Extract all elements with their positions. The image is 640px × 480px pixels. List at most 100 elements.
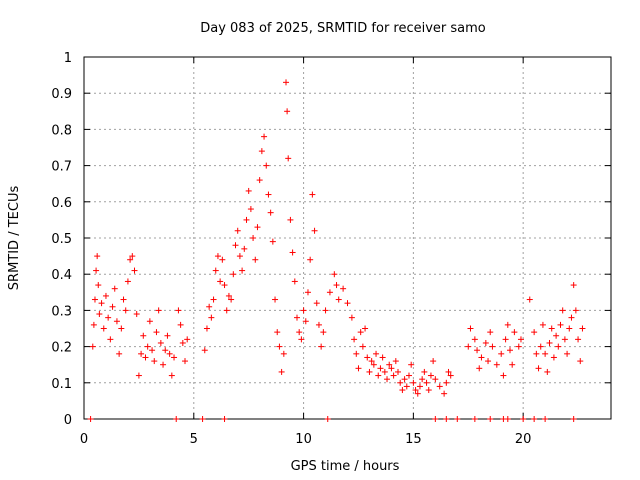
data-point bbox=[162, 347, 169, 354]
data-point bbox=[531, 329, 538, 336]
data-point bbox=[214, 253, 221, 260]
grid-lines bbox=[84, 57, 611, 419]
y-tick-label: 0.9 bbox=[51, 87, 72, 102]
data-point bbox=[517, 336, 524, 343]
data-point bbox=[546, 339, 553, 346]
data-point bbox=[107, 336, 114, 343]
data-point bbox=[487, 329, 494, 336]
y-tick-label: 0.8 bbox=[51, 123, 72, 138]
zero-data-point bbox=[471, 416, 478, 422]
data-point bbox=[509, 361, 516, 368]
data-point bbox=[548, 325, 555, 332]
data-point bbox=[232, 242, 239, 249]
zero-data-point bbox=[173, 416, 180, 422]
data-point bbox=[254, 224, 261, 231]
zero-data-point bbox=[542, 416, 549, 422]
data-point bbox=[515, 343, 522, 350]
y-tick-label: 0.1 bbox=[51, 377, 72, 392]
data-point bbox=[577, 358, 584, 365]
data-point bbox=[111, 285, 118, 292]
data-point bbox=[243, 216, 250, 223]
data-point bbox=[331, 271, 338, 278]
data-point bbox=[302, 318, 309, 325]
data-point bbox=[175, 307, 182, 314]
data-point bbox=[436, 383, 443, 390]
data-point bbox=[102, 292, 109, 299]
data-point bbox=[511, 329, 518, 336]
data-point bbox=[370, 361, 377, 368]
data-point bbox=[408, 361, 415, 368]
data-point bbox=[91, 296, 98, 303]
data-point bbox=[425, 387, 432, 394]
data-point bbox=[300, 307, 307, 314]
data-point bbox=[228, 296, 235, 303]
data-point bbox=[485, 358, 492, 365]
data-point bbox=[149, 347, 156, 354]
data-point bbox=[272, 296, 279, 303]
y-tick-label: 0.7 bbox=[51, 160, 72, 175]
data-point bbox=[208, 314, 215, 321]
data-point bbox=[447, 372, 454, 379]
data-point bbox=[221, 282, 228, 289]
x-axis-label: GPS time / hours bbox=[291, 459, 400, 474]
data-point bbox=[171, 354, 178, 361]
y-tick-label: 0 bbox=[64, 413, 72, 428]
data-point bbox=[230, 271, 237, 278]
x-tick-label: 10 bbox=[295, 432, 312, 447]
data-point bbox=[557, 321, 564, 328]
data-point bbox=[430, 358, 437, 365]
data-point bbox=[539, 321, 546, 328]
data-point bbox=[320, 329, 327, 336]
data-point bbox=[570, 282, 577, 289]
data-point bbox=[124, 278, 131, 285]
y-tick-label: 0.3 bbox=[51, 304, 72, 319]
data-point bbox=[138, 350, 145, 357]
data-point bbox=[504, 321, 511, 328]
data-point bbox=[269, 238, 276, 245]
data-point bbox=[498, 350, 505, 357]
data-point bbox=[98, 300, 105, 307]
data-point bbox=[493, 361, 500, 368]
data-point bbox=[333, 282, 340, 289]
data-point bbox=[395, 368, 402, 375]
data-point bbox=[335, 296, 342, 303]
data-point bbox=[355, 365, 362, 372]
data-point bbox=[166, 350, 173, 357]
data-point bbox=[579, 325, 586, 332]
zero-data-point bbox=[487, 416, 494, 422]
data-point bbox=[225, 292, 232, 299]
data-point bbox=[537, 343, 544, 350]
zero-data-point bbox=[531, 416, 538, 422]
data-point bbox=[283, 79, 290, 86]
data-point bbox=[210, 296, 217, 303]
data-point bbox=[250, 235, 257, 241]
data-point bbox=[416, 383, 423, 390]
data-point bbox=[182, 358, 189, 365]
data-point bbox=[201, 347, 208, 354]
data-point bbox=[151, 358, 158, 365]
data-point bbox=[122, 307, 129, 314]
data-point bbox=[471, 336, 478, 343]
data-point bbox=[478, 354, 485, 361]
data-point bbox=[502, 336, 509, 343]
data-point bbox=[118, 325, 125, 332]
data-point bbox=[366, 368, 373, 375]
data-point bbox=[109, 303, 116, 310]
data-point bbox=[403, 383, 410, 390]
data-point bbox=[113, 318, 120, 325]
data-point bbox=[476, 365, 483, 372]
data-point bbox=[482, 339, 489, 346]
data-point bbox=[401, 376, 408, 383]
data-point bbox=[474, 347, 481, 354]
data-point bbox=[566, 325, 573, 332]
data-point bbox=[96, 311, 103, 318]
data-point bbox=[313, 300, 320, 307]
data-point bbox=[276, 343, 283, 350]
data-point bbox=[274, 329, 281, 336]
data-point bbox=[131, 267, 138, 274]
data-point bbox=[155, 307, 162, 314]
data-point bbox=[135, 372, 142, 379]
zero-data-point bbox=[324, 416, 331, 422]
x-tick-label: 20 bbox=[515, 432, 532, 447]
data-point bbox=[362, 325, 369, 332]
